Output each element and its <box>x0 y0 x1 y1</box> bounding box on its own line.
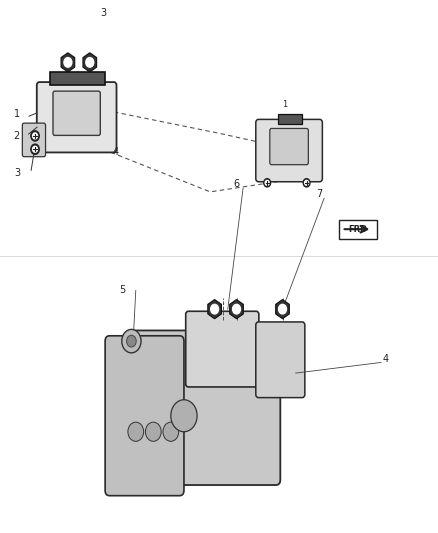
Bar <box>278 114 302 124</box>
Polygon shape <box>50 72 105 85</box>
FancyBboxPatch shape <box>105 336 184 496</box>
FancyBboxPatch shape <box>256 119 322 182</box>
FancyBboxPatch shape <box>131 330 280 485</box>
Text: 4: 4 <box>382 354 389 365</box>
FancyBboxPatch shape <box>37 82 117 152</box>
Text: 2: 2 <box>14 131 20 141</box>
FancyBboxPatch shape <box>22 123 46 157</box>
Circle shape <box>304 180 309 185</box>
FancyBboxPatch shape <box>186 311 259 387</box>
Polygon shape <box>276 300 290 319</box>
Text: 1: 1 <box>282 100 287 109</box>
Circle shape <box>122 329 141 353</box>
Text: 4: 4 <box>113 147 119 157</box>
Text: 1: 1 <box>14 109 20 119</box>
Circle shape <box>32 133 38 139</box>
FancyBboxPatch shape <box>270 128 308 165</box>
Circle shape <box>64 58 72 67</box>
Circle shape <box>171 400 197 432</box>
FancyBboxPatch shape <box>256 322 305 398</box>
Circle shape <box>303 179 310 187</box>
Circle shape <box>264 179 271 187</box>
Circle shape <box>211 304 219 314</box>
Text: 3: 3 <box>14 168 21 178</box>
Circle shape <box>279 304 286 314</box>
Text: 6: 6 <box>233 179 240 189</box>
Circle shape <box>127 335 136 347</box>
Circle shape <box>233 304 240 314</box>
Circle shape <box>145 422 161 441</box>
Circle shape <box>32 146 38 152</box>
Text: 3: 3 <box>100 8 106 18</box>
Text: FRD: FRD <box>348 225 367 233</box>
Polygon shape <box>61 53 75 72</box>
Circle shape <box>163 422 179 441</box>
Text: 5: 5 <box>120 285 126 295</box>
Polygon shape <box>83 53 97 72</box>
Polygon shape <box>208 300 222 319</box>
Circle shape <box>265 180 269 185</box>
Circle shape <box>128 422 144 441</box>
Polygon shape <box>230 300 244 319</box>
Circle shape <box>31 131 39 141</box>
Text: 7: 7 <box>317 189 323 199</box>
Circle shape <box>86 58 94 67</box>
FancyBboxPatch shape <box>53 91 100 135</box>
Circle shape <box>31 144 39 155</box>
